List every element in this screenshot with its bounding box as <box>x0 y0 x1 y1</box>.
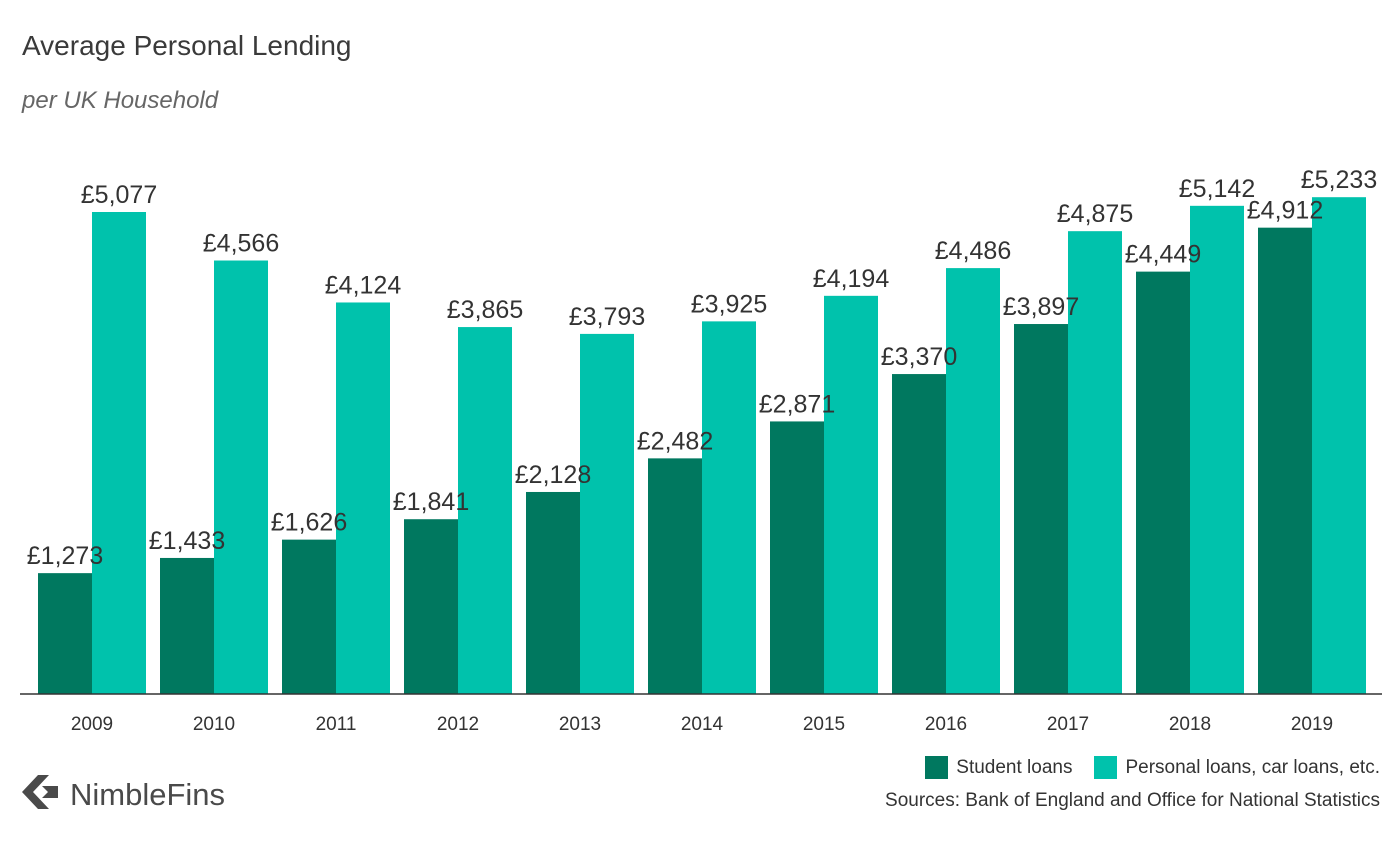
value-label-student-loans-2011: £1,626 <box>271 509 347 537</box>
value-label-personal-loans-2011: £4,124 <box>325 271 402 299</box>
value-label-student-loans-2019: £4,912 <box>1247 197 1323 225</box>
bars-layer <box>38 197 1366 694</box>
x-tick-label-2013: 2013 <box>559 714 601 735</box>
bar-personal-loans-2019 <box>1312 197 1366 694</box>
value-labels-layer: £1,273 £5,077 £1,433 £4,566 £1,626 £4,124 £1,8… <box>27 166 1377 570</box>
x-tick-label-2012: 2012 <box>437 714 479 735</box>
value-label-student-loans-2009: £1,273 <box>27 542 103 570</box>
bar-student-loans-2010 <box>160 557 214 694</box>
brand-name: NimbleFins <box>70 776 226 812</box>
bar-personal-loans-2015 <box>824 295 878 694</box>
source-note: Sources: Bank of England and Office for … <box>885 790 1380 811</box>
value-label-student-loans-2012: £1,841 <box>393 488 469 516</box>
value-label-student-loans-2014: £2,482 <box>637 427 713 455</box>
value-label-personal-loans-2018: £5,142 <box>1179 175 1255 203</box>
bar-personal-loans-2012 <box>458 327 512 694</box>
value-label-personal-loans-2019: £5,233 <box>1301 166 1377 194</box>
x-tick-label-2010: 2010 <box>193 714 235 735</box>
legend-item-student-loans: Student loans <box>925 756 1072 779</box>
x-tick-label-2015: 2015 <box>803 714 845 735</box>
chart-title: Average Personal Lending <box>22 30 352 61</box>
bar-student-loans-2019 <box>1258 227 1312 694</box>
bar-student-loans-2015 <box>770 421 824 694</box>
value-label-personal-loans-2015: £4,194 <box>813 265 890 293</box>
bar-student-loans-2017 <box>1014 324 1068 694</box>
value-label-personal-loans-2012: £3,865 <box>447 296 523 324</box>
bar-chart: £1,273 £5,077 £1,433 £4,566 £1,626 £4,124 £1,8… <box>20 166 1382 735</box>
nimblefins-logo-icon <box>20 772 60 817</box>
x-tick-label-2016: 2016 <box>925 714 967 735</box>
bar-student-loans-2014 <box>648 458 702 694</box>
bar-personal-loans-2013 <box>580 333 634 694</box>
value-label-personal-loans-2010: £4,566 <box>203 230 279 258</box>
bar-student-loans-2009 <box>38 573 92 694</box>
bar-personal-loans-2017 <box>1068 231 1122 694</box>
x-tick-label-2019: 2019 <box>1291 714 1333 735</box>
x-tick-label-2017: 2017 <box>1047 714 1089 735</box>
chart-subtitle: per UK Household <box>22 87 219 114</box>
x-tick-label-2014: 2014 <box>681 714 724 735</box>
legend-label-personal-loans: Personal loans, car loans, etc. <box>1125 756 1380 778</box>
legend-label-student-loans: Student loans <box>956 756 1073 778</box>
x-tick-label-2018: 2018 <box>1169 714 1211 735</box>
value-label-personal-loans-2014: £3,925 <box>691 290 767 318</box>
bar-personal-loans-2018 <box>1190 205 1244 694</box>
bar-personal-loans-2010 <box>214 260 268 694</box>
x-tick-labels-layer: 2009 2010 2011 2012 2013 2014 2015 2016 2017 2018… <box>71 714 1333 735</box>
legend-swatch-personal-loans <box>1094 756 1118 779</box>
value-label-personal-loans-2009: £5,077 <box>81 181 157 209</box>
bar-personal-loans-2009 <box>92 212 146 694</box>
brand-logo: NimbleFins <box>20 772 225 817</box>
value-label-student-loans-2015: £2,871 <box>759 390 835 418</box>
bar-personal-loans-2016 <box>946 268 1000 694</box>
legend: Student loans Personal loans, car loans,… <box>925 756 1380 779</box>
bar-student-loans-2016 <box>892 374 946 694</box>
value-label-student-loans-2018: £4,449 <box>1125 241 1201 269</box>
x-tick-label-2011: 2011 <box>316 714 357 735</box>
bar-student-loans-2013 <box>526 491 580 694</box>
bar-personal-loans-2014 <box>702 321 756 694</box>
value-label-student-loans-2010: £1,433 <box>149 527 225 555</box>
value-label-personal-loans-2016: £4,486 <box>935 237 1011 265</box>
value-label-student-loans-2016: £3,370 <box>881 343 957 371</box>
value-label-personal-loans-2017: £4,875 <box>1057 200 1133 228</box>
value-label-student-loans-2017: £3,897 <box>1003 293 1079 321</box>
bar-student-loans-2012 <box>404 519 458 694</box>
x-tick-label-2009: 2009 <box>71 714 113 735</box>
value-label-personal-loans-2013: £3,793 <box>569 303 645 331</box>
bar-student-loans-2011 <box>282 539 336 694</box>
legend-item-personal-loans: Personal loans, car loans, etc. <box>1094 756 1380 779</box>
value-label-student-loans-2013: £2,128 <box>515 461 591 489</box>
bar-personal-loans-2011 <box>336 302 390 694</box>
legend-swatch-student-loans <box>925 756 949 779</box>
bar-student-loans-2018 <box>1136 271 1190 694</box>
